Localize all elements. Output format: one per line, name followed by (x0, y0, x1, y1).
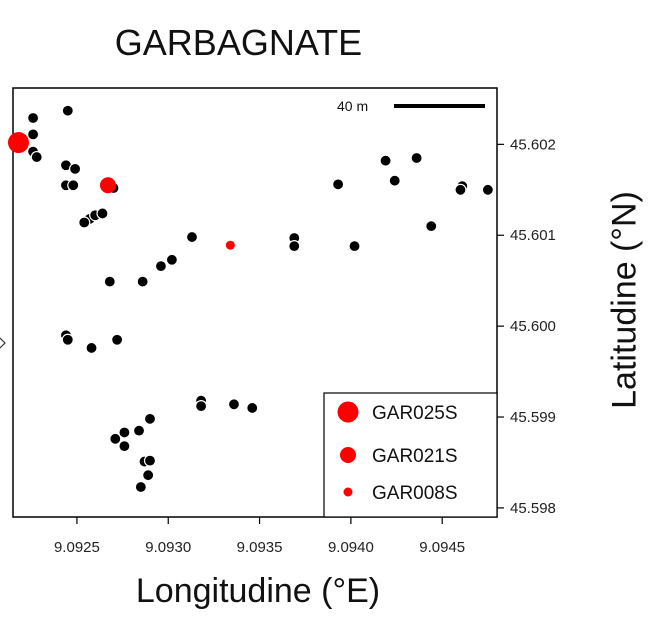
highlight-point-gar008s (225, 240, 235, 250)
sample-point (61, 333, 74, 346)
axes-layer: 9.0925 9.0930 9.0935 9.0940 9.0945 45.598 45.5… (0, 87, 556, 556)
sample-point (26, 128, 40, 141)
sample-point (61, 104, 74, 117)
left-arrow-icon (0, 337, 6, 349)
legend-layer: GAR025S GAR021S GAR008S (323, 392, 498, 518)
x-tick-label: 9.0940 (328, 539, 374, 556)
sample-point (332, 178, 345, 191)
sample-point (288, 240, 301, 253)
sample-point (103, 275, 116, 288)
sample-point (118, 440, 131, 453)
legend-marker (343, 487, 353, 497)
plot-frame (12, 87, 498, 518)
x-tick-label: 9.0935 (237, 539, 283, 556)
sample-point (379, 154, 392, 167)
legend-label: GAR021S (372, 446, 458, 467)
highlight-point-gar021s (99, 177, 116, 194)
sample-point (26, 111, 40, 125)
sample-point (118, 426, 131, 439)
sample-point (96, 207, 109, 220)
y-tick-label: 45.601 (510, 227, 556, 244)
x-axis-label: Longitudine (°E) (135, 572, 381, 610)
sample-point (481, 183, 494, 196)
sample-point (410, 151, 423, 165)
points-layer (7, 104, 494, 494)
sample-point (388, 174, 401, 187)
sample-point (67, 179, 80, 192)
sample-point (136, 275, 149, 288)
legend-label: GAR025S (372, 403, 458, 424)
sample-point (134, 480, 147, 494)
sample-point (68, 162, 82, 175)
legend-label: GAR008S (372, 483, 458, 504)
sample-point (78, 216, 91, 229)
sample-point (142, 469, 155, 482)
sample-point (246, 401, 259, 415)
sample-point (454, 183, 467, 196)
y-tick-label: 45.602 (510, 136, 556, 153)
y-tick-label: 45.598 (510, 500, 556, 517)
sample-point (185, 230, 199, 244)
x-tick-label: 9.0930 (145, 539, 191, 556)
sample-point (85, 341, 98, 355)
y-tick-label: 45.600 (510, 318, 556, 335)
sample-point (132, 424, 146, 437)
sample-point (111, 333, 124, 346)
legend-marker (337, 401, 359, 423)
sample-point (30, 150, 43, 164)
sample-point (348, 240, 361, 253)
y-axis-label: Latitudine (°N) (605, 191, 644, 409)
x-tick-label: 9.0925 (54, 539, 100, 556)
highlight-point-gar025s (7, 132, 29, 154)
sample-point (165, 253, 178, 266)
sample-point (154, 260, 168, 273)
sample-point (143, 412, 157, 425)
sample-point (143, 454, 157, 467)
chart-title: GARBAGNATE (114, 22, 363, 63)
sample-point (109, 432, 122, 445)
sample-point (227, 398, 241, 411)
x-tick-label: 9.0945 (419, 539, 465, 556)
y-tick-label: 45.599 (510, 409, 556, 426)
sample-point (425, 220, 438, 233)
scale-bar-label: 40 m (337, 98, 368, 114)
sample-point (195, 400, 208, 413)
legend-marker (340, 447, 356, 463)
